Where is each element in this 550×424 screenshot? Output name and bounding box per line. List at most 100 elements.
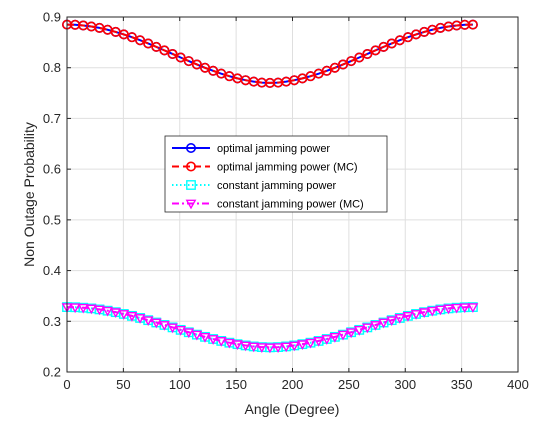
y-tick-label: 0.4 [43, 263, 61, 278]
legend-label: optimal jamming power [217, 143, 330, 155]
data-point [191, 59, 202, 70]
x-tick-label: 200 [282, 377, 304, 392]
data-point [386, 38, 397, 49]
y-tick-label: 0.2 [43, 365, 61, 380]
data-point [199, 333, 211, 343]
series-line [66, 23, 473, 84]
data-point [338, 59, 349, 70]
data-point [183, 56, 194, 67]
legend-marker [186, 143, 197, 154]
data-point [143, 38, 154, 49]
data-point [85, 304, 97, 315]
data-point [361, 323, 373, 334]
data-point [183, 328, 195, 339]
data-point [378, 41, 389, 52]
data-point [264, 343, 276, 354]
data-point [167, 48, 178, 59]
y-tick-label: 0.8 [43, 60, 61, 75]
x-tick-label: 350 [451, 377, 473, 392]
data-point [69, 303, 81, 314]
data-point [329, 62, 340, 73]
data-point [354, 52, 365, 63]
data-point [459, 303, 471, 314]
data-point [346, 56, 357, 67]
data-point [362, 48, 373, 59]
x-axis-label: Angle (Degree) [245, 401, 340, 417]
x-tick-label: 300 [394, 377, 416, 392]
data-point [232, 340, 243, 351]
legend-marker [186, 180, 196, 190]
data-point [207, 335, 219, 345]
x-tick-label: 250 [338, 377, 360, 392]
data-point [426, 306, 438, 317]
legend: optimal jamming power optimal jamming pow… [164, 135, 388, 213]
legend-entry: constant jamming power (MC) [172, 199, 364, 211]
series-2 [61, 19, 478, 88]
y-tick-label: 0.5 [43, 212, 61, 227]
data-point [118, 310, 130, 320]
y-tick-label: 0.7 [43, 111, 61, 126]
legend-label: optimal jamming power (MC) [217, 162, 358, 174]
data-point [240, 341, 251, 352]
data-point [272, 343, 284, 353]
data-point [418, 308, 430, 319]
data-point [159, 321, 170, 331]
x-tick-label: 0 [63, 377, 70, 392]
data-point [435, 305, 446, 316]
data-point [402, 312, 414, 322]
data-point [142, 316, 154, 327]
data-point [135, 35, 146, 46]
legend-entry: optimal jamming power (MC) [172, 162, 358, 174]
y-tick-label: 0.6 [43, 162, 61, 177]
data-point [386, 316, 398, 327]
data-point [223, 338, 235, 349]
data-point [102, 306, 113, 317]
data-point [329, 333, 341, 343]
data-point [150, 318, 162, 329]
legend-label: constant jamming power (MC) [217, 199, 364, 211]
y-tick-label: 0.9 [43, 10, 61, 25]
legend-box [164, 135, 388, 213]
data-point [378, 318, 389, 329]
data-point [175, 52, 186, 63]
legend-items: optimal jamming power optimal jamming pow… [172, 143, 364, 211]
y-tick-label: 0.3 [43, 314, 61, 329]
data-point [345, 328, 357, 339]
data-point [467, 19, 478, 30]
data-point [443, 304, 454, 315]
data-point [451, 303, 463, 314]
legend-marker [186, 161, 197, 172]
data-point [410, 310, 422, 320]
legend-entry: constant jamming power [172, 180, 337, 192]
data-point [305, 338, 316, 349]
series-4 [61, 303, 479, 354]
legend-label: constant jamming power [217, 180, 337, 192]
data-point [370, 321, 381, 331]
data-point [313, 337, 325, 347]
data-point [94, 305, 105, 316]
data-point [191, 330, 203, 341]
data-point [175, 326, 187, 336]
y-axis-label: Non Outage Probability [21, 122, 37, 267]
data-point [134, 314, 146, 324]
x-tick-label: 150 [225, 377, 247, 392]
data-point [467, 303, 479, 313]
data-point [297, 340, 308, 351]
data-point [159, 45, 170, 56]
data-point [126, 312, 138, 322]
data-point [256, 343, 268, 353]
x-tick-label: 50 [116, 377, 130, 392]
data-point [167, 323, 178, 334]
data-point [77, 303, 89, 314]
legend-entry: optimal jamming power [172, 143, 330, 155]
data-point [394, 314, 406, 324]
data-point [288, 341, 300, 352]
ticks: 0 50 100 150 200 250 300 350 400 0.2 0.3 0.4 0.5 0.6 0… [43, 10, 529, 393]
data-point [110, 308, 122, 319]
series-group [61, 19, 479, 354]
data-point [370, 45, 381, 56]
x-tick-label: 100 [169, 377, 191, 392]
data-point [353, 326, 365, 336]
data-point [215, 337, 227, 347]
